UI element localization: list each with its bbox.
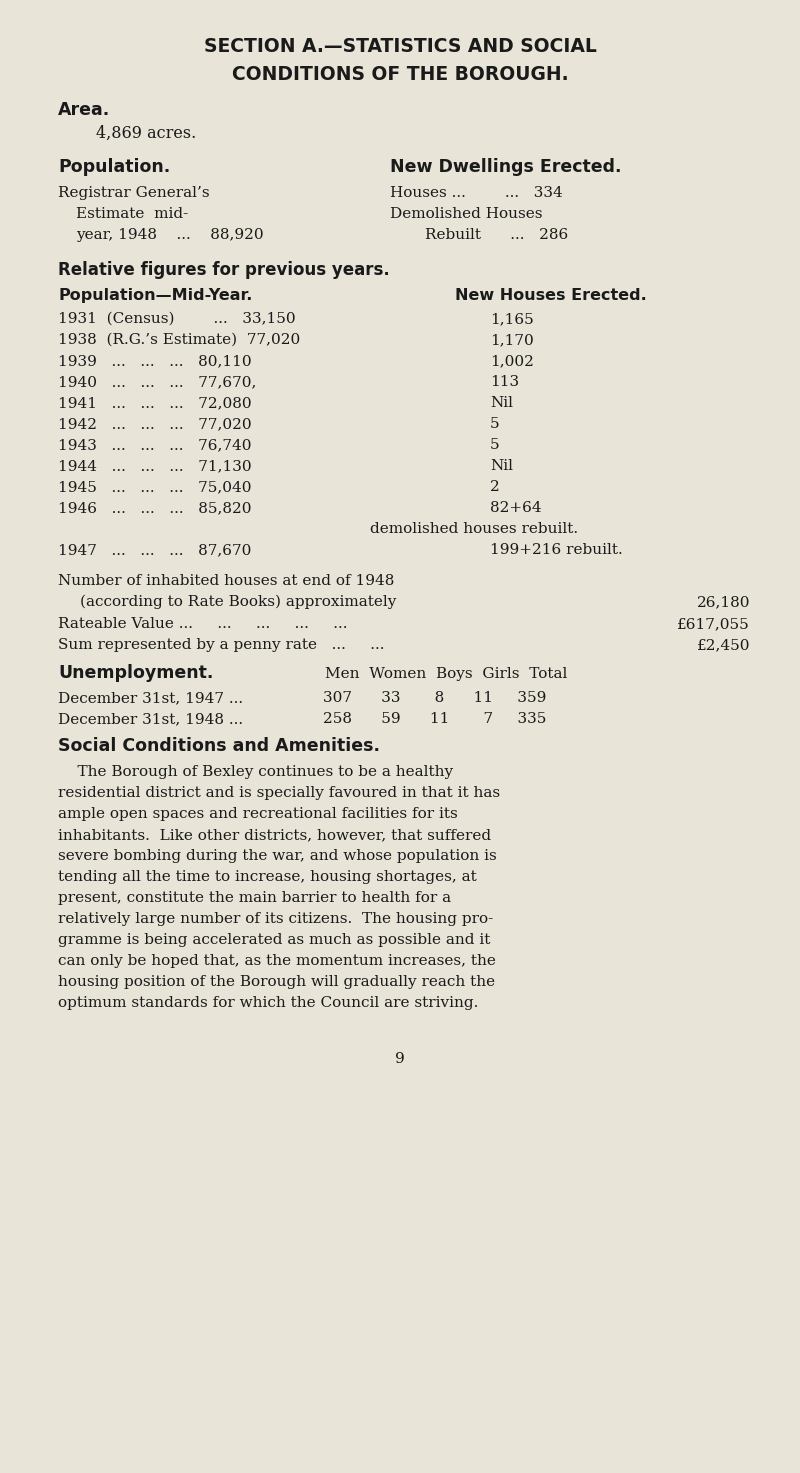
Text: 1939   ...   ...   ...   80,110: 1939 ... ... ... 80,110 <box>58 354 252 368</box>
Text: 258      59      11       7     335: 258 59 11 7 335 <box>323 711 546 726</box>
Text: December 31st, 1948 ...: December 31st, 1948 ... <box>58 711 243 726</box>
Text: (according to Rate Books) approximately: (according to Rate Books) approximately <box>80 595 396 608</box>
Text: SECTION A.—STATISTICS AND SOCIAL: SECTION A.—STATISTICS AND SOCIAL <box>203 37 597 56</box>
Text: housing position of the Borough will gradually reach the: housing position of the Borough will gra… <box>58 975 495 988</box>
Text: 1940   ...   ...   ...   77,670,: 1940 ... ... ... 77,670, <box>58 376 256 389</box>
Text: Estimate  mid-: Estimate mid- <box>76 208 188 221</box>
Text: Nil: Nil <box>490 460 513 473</box>
Text: 1947   ...   ...   ...   87,670: 1947 ... ... ... 87,670 <box>58 544 251 557</box>
Text: optimum standards for which the Council are striving.: optimum standards for which the Council … <box>58 996 478 1010</box>
Text: Population.: Population. <box>58 158 170 175</box>
Text: Nil: Nil <box>490 396 513 409</box>
Text: 9: 9 <box>395 1052 405 1066</box>
Text: Population—Mid-Year.: Population—Mid-Year. <box>58 289 252 303</box>
Text: 1944   ...   ...   ...   71,130: 1944 ... ... ... 71,130 <box>58 460 252 473</box>
Text: New Houses Erected.: New Houses Erected. <box>455 289 646 303</box>
Text: 1946   ...   ...   ...   85,820: 1946 ... ... ... 85,820 <box>58 501 251 516</box>
Text: 5: 5 <box>490 417 500 432</box>
Text: £2,450: £2,450 <box>697 638 750 653</box>
Text: 1945   ...   ...   ...   75,040: 1945 ... ... ... 75,040 <box>58 480 251 493</box>
Text: Area.: Area. <box>58 102 110 119</box>
Text: The Borough of Bexley continues to be a healthy: The Borough of Bexley continues to be a … <box>58 764 453 779</box>
Text: Relative figures for previous years.: Relative figures for previous years. <box>58 261 390 278</box>
Text: 26,180: 26,180 <box>697 595 750 608</box>
Text: Demolished Houses: Demolished Houses <box>390 208 542 221</box>
Text: 1931  (Census)        ...   33,150: 1931 (Census) ... 33,150 <box>58 312 296 326</box>
Text: present, constitute the main barrier to health for a: present, constitute the main barrier to … <box>58 891 451 904</box>
Text: CONDITIONS OF THE BOROUGH.: CONDITIONS OF THE BOROUGH. <box>232 65 568 84</box>
Text: Number of inhabited houses at end of 1948: Number of inhabited houses at end of 194… <box>58 574 394 588</box>
Text: 2: 2 <box>490 480 500 493</box>
Text: inhabitants.  Like other districts, however, that suffered: inhabitants. Like other districts, howev… <box>58 828 491 843</box>
Text: residential district and is specially favoured in that it has: residential district and is specially fa… <box>58 787 500 800</box>
Text: 199+216 rebuilt.: 199+216 rebuilt. <box>490 544 622 557</box>
Text: 1943   ...   ...   ...   76,740: 1943 ... ... ... 76,740 <box>58 437 251 452</box>
Text: 4,869 acres.: 4,869 acres. <box>96 125 196 141</box>
Text: relatively large number of its citizens.  The housing pro-: relatively large number of its citizens.… <box>58 912 494 927</box>
Text: severe bombing during the war, and whose population is: severe bombing during the war, and whose… <box>58 848 497 863</box>
Text: 1941   ...   ...   ...   72,080: 1941 ... ... ... 72,080 <box>58 396 252 409</box>
Text: New Dwellings Erected.: New Dwellings Erected. <box>390 158 622 175</box>
Text: December 31st, 1947 ...: December 31st, 1947 ... <box>58 691 243 706</box>
Text: 307      33       8      11     359: 307 33 8 11 359 <box>323 691 546 706</box>
Text: tending all the time to increase, housing shortages, at: tending all the time to increase, housin… <box>58 871 477 884</box>
Text: gramme is being accelerated as much as possible and it: gramme is being accelerated as much as p… <box>58 932 490 947</box>
Text: year, 1948    ...    88,920: year, 1948 ... 88,920 <box>76 228 264 242</box>
Text: demolished houses rebuilt.: demolished houses rebuilt. <box>370 521 578 536</box>
Text: 82+64: 82+64 <box>490 501 542 516</box>
Text: ample open spaces and recreational facilities for its: ample open spaces and recreational facil… <box>58 807 458 820</box>
Text: Sum represented by a penny rate   ...     ...: Sum represented by a penny rate ... ... <box>58 638 385 653</box>
Text: 1942   ...   ...   ...   77,020: 1942 ... ... ... 77,020 <box>58 417 252 432</box>
Text: 1,170: 1,170 <box>490 333 534 348</box>
Text: 1938  (R.G.’s Estimate)  77,020: 1938 (R.G.’s Estimate) 77,020 <box>58 333 300 348</box>
Text: Men  Women  Boys  Girls  Total: Men Women Boys Girls Total <box>325 667 567 681</box>
Text: £617,055: £617,055 <box>678 617 750 630</box>
Text: Registrar General’s: Registrar General’s <box>58 186 210 200</box>
Text: Rebuilt      ...   286: Rebuilt ... 286 <box>425 228 568 242</box>
Text: Houses ...        ...   334: Houses ... ... 334 <box>390 186 562 200</box>
Text: can only be hoped that, as the momentum increases, the: can only be hoped that, as the momentum … <box>58 955 496 968</box>
Text: 1,002: 1,002 <box>490 354 534 368</box>
Text: 1,165: 1,165 <box>490 312 534 326</box>
Text: 113: 113 <box>490 376 519 389</box>
Text: Unemployment.: Unemployment. <box>58 664 214 682</box>
Text: Social Conditions and Amenities.: Social Conditions and Amenities. <box>58 736 380 756</box>
Text: 5: 5 <box>490 437 500 452</box>
Text: Rateable Value ...     ...     ...     ...     ...: Rateable Value ... ... ... ... ... <box>58 617 347 630</box>
